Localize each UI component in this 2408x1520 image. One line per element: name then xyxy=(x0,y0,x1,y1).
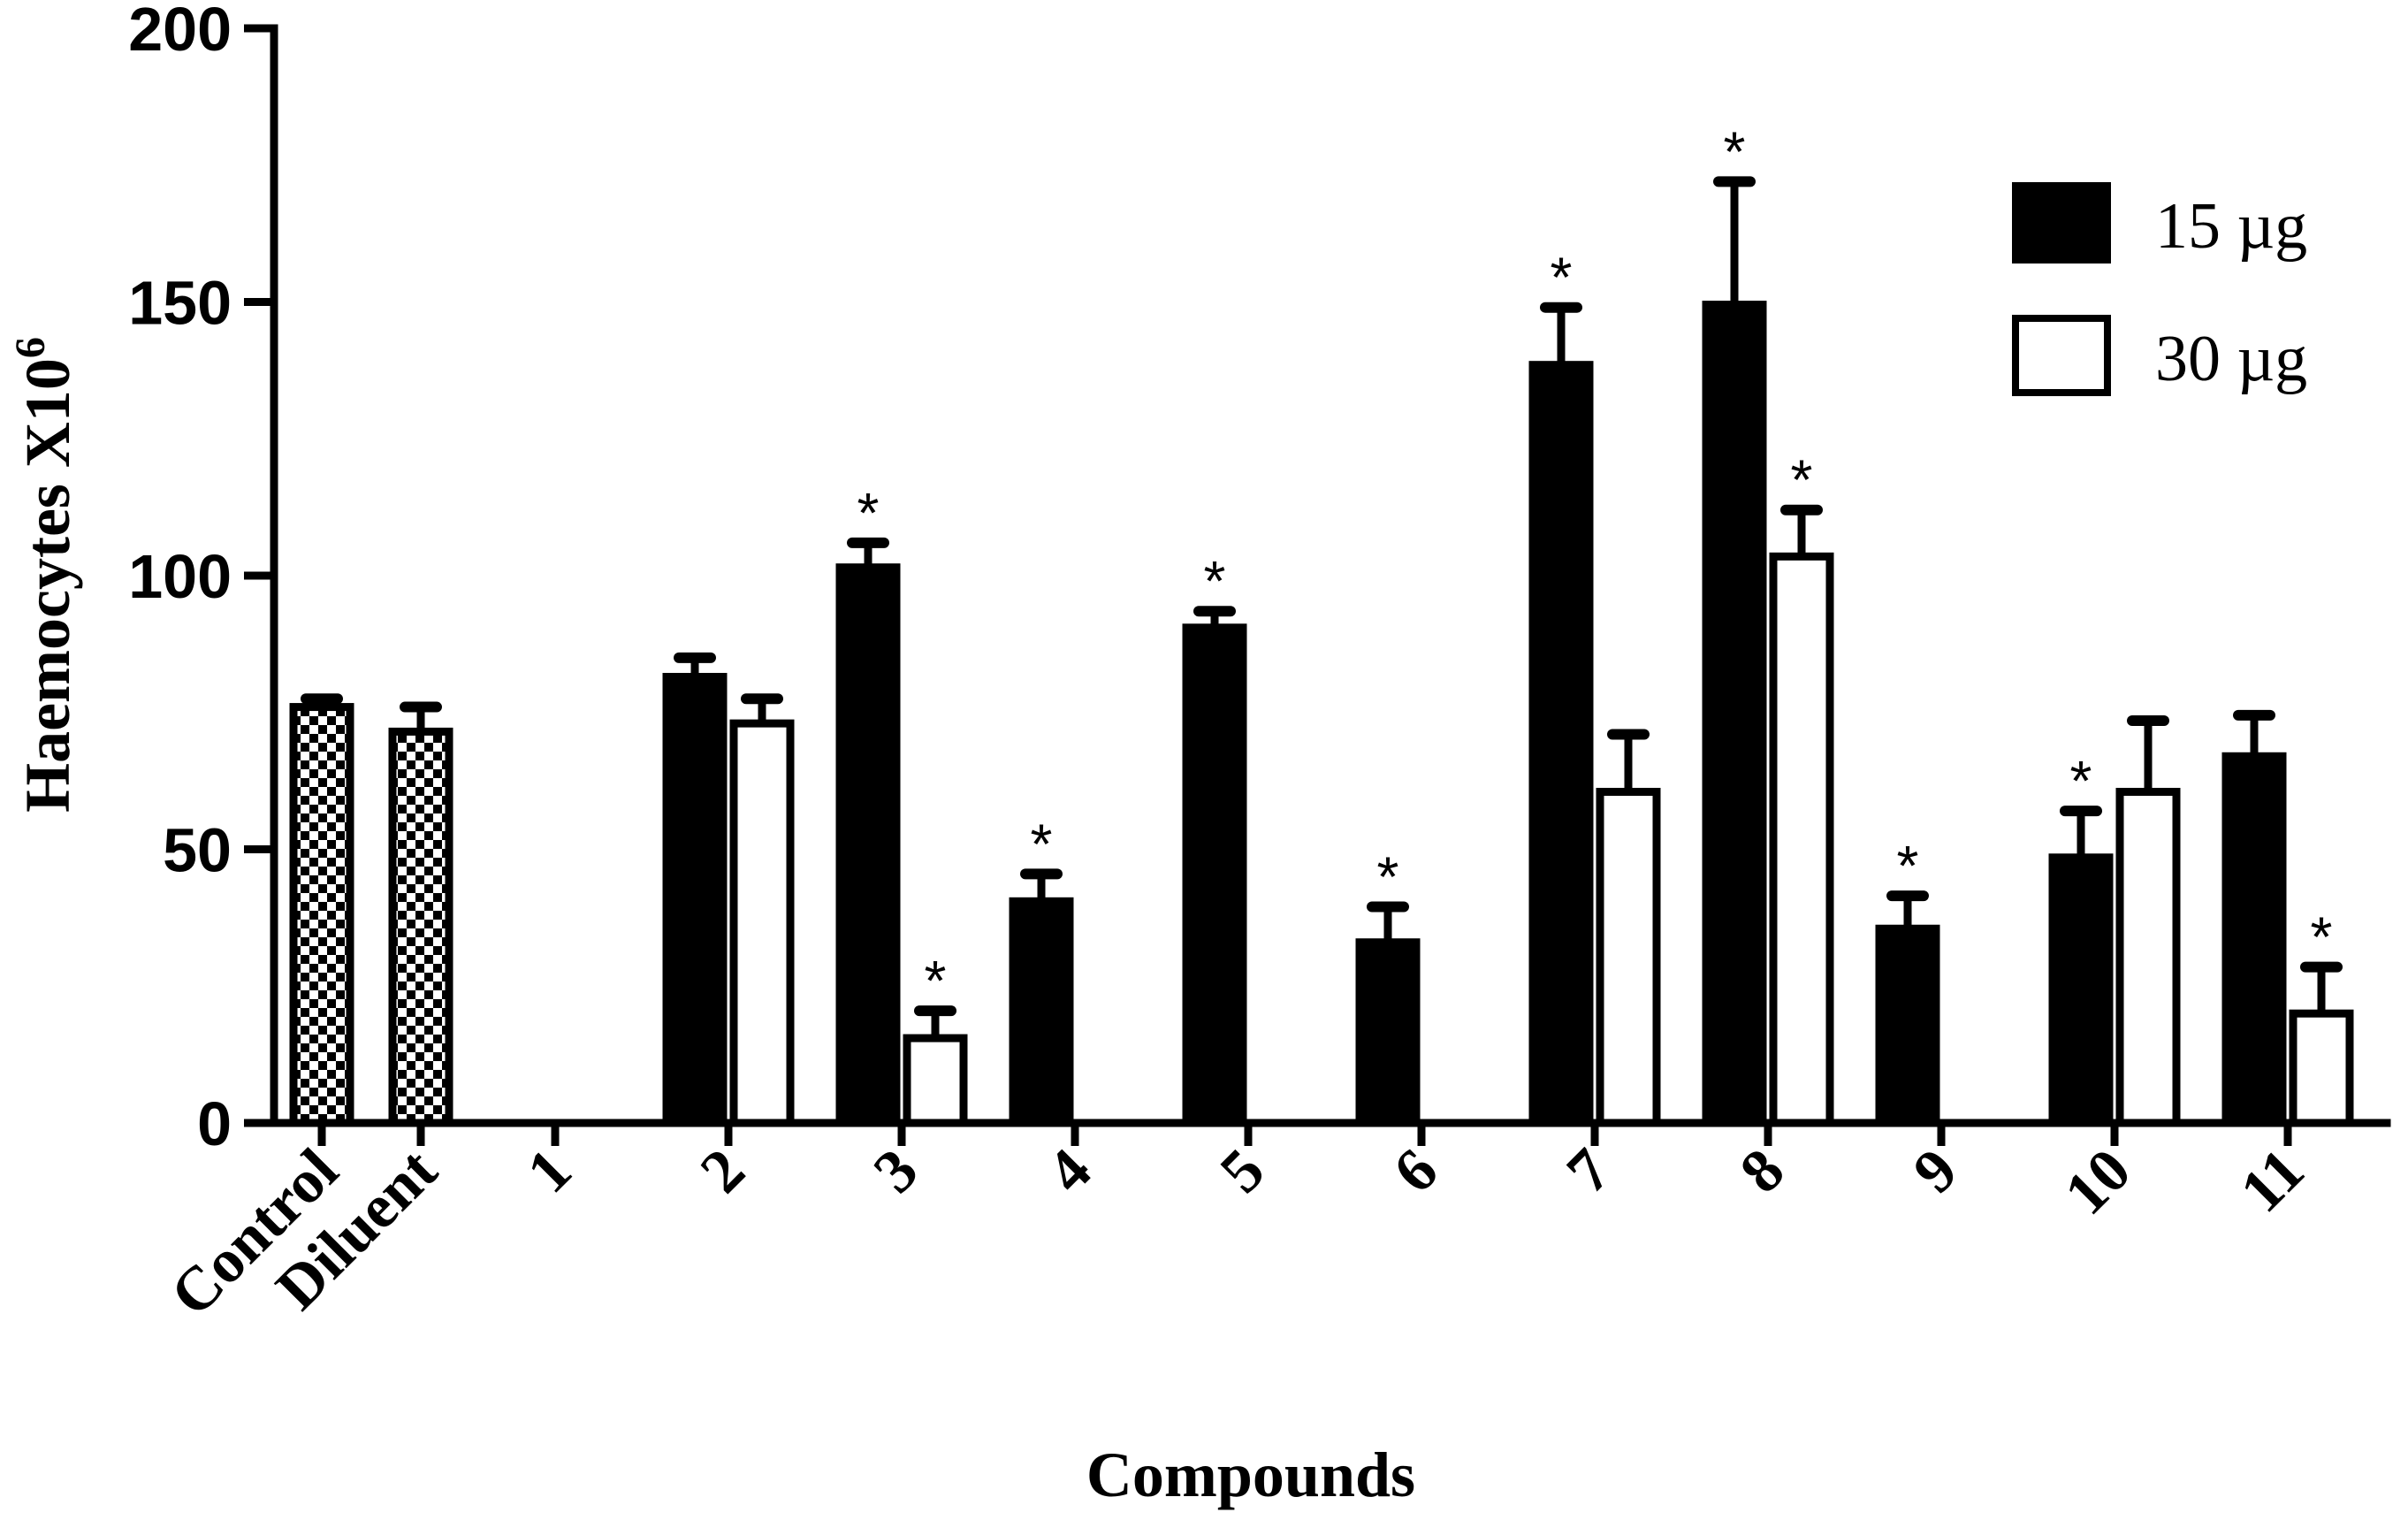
bar-diluent xyxy=(388,727,453,1127)
y-axis-title: Haemocytes X106 xyxy=(7,337,83,813)
y-tick-label: 0 xyxy=(197,1089,232,1158)
legend-label-15ug: 15 µg xyxy=(2155,190,2307,263)
bar-compound-11-30ug-significance-star: * xyxy=(2311,905,2333,969)
y-axis-title-superscript: 6 xyxy=(7,337,54,358)
bar-compound-6-15ug xyxy=(1355,938,1421,1127)
x-tick-label: 8 xyxy=(1727,1136,1797,1206)
bar-compound-8-30ug xyxy=(1769,552,1834,1127)
y-tick-label: 100 xyxy=(128,542,232,611)
bar-compound-11-15ug xyxy=(2221,752,2287,1127)
legend-swatch-30ug xyxy=(2012,315,2111,396)
bar-compound-10-15ug-significance-star: * xyxy=(2070,749,2092,813)
plot-area: * * * * * * * * * * * xyxy=(289,119,2354,1127)
x-tick-label: 10 xyxy=(2052,1136,2144,1228)
x-tick-label: 6 xyxy=(1381,1136,1451,1206)
bar-compound-11-30ug xyxy=(2289,1009,2354,1127)
bar-compound-7-30ug xyxy=(1596,788,1661,1127)
x-tick-label: 7 xyxy=(1554,1136,1624,1206)
bar-compound-9-15ug xyxy=(1875,924,1940,1127)
x-tick-label: 11 xyxy=(2228,1136,2317,1226)
bar-compound-7-15ug xyxy=(1528,361,1594,1127)
y-tick-label: 150 xyxy=(128,269,232,338)
bar-compound-9-15ug-significance-star: * xyxy=(1897,834,1919,897)
bar-compound-6-15ug-significance-star: * xyxy=(1377,844,1399,908)
bar-compound-4-15ug xyxy=(1009,897,1074,1127)
bar-control xyxy=(289,703,354,1127)
y-ticks: 0 50 100 150 200 xyxy=(128,0,274,1158)
bar-compound-10-15ug xyxy=(2048,853,2114,1127)
bar-compound-3-30ug xyxy=(903,1034,968,1127)
y-tick-label: 200 xyxy=(128,0,232,64)
legend: 15 µg 30 µg xyxy=(2012,182,2307,396)
legend-label-30ug: 30 µg xyxy=(2155,323,2307,395)
x-tick-label: 4 xyxy=(1034,1136,1104,1206)
x-tick-label: 1 xyxy=(514,1136,584,1206)
bar-compound-3-15ug-significance-star: * xyxy=(857,481,880,545)
y-tick-label: 50 xyxy=(163,816,232,885)
x-tick-label: 5 xyxy=(1208,1136,1277,1206)
x-tick-label: 3 xyxy=(861,1136,931,1206)
bar-compound-8-30ug-significance-star: * xyxy=(1791,448,1813,512)
bar-compound-8-15ug-significance-star: * xyxy=(1724,119,1746,183)
bar-compound-3-30ug-significance-star: * xyxy=(925,949,947,1012)
x-tick-label: 9 xyxy=(1901,1136,1970,1206)
bar-compound-5-15ug-significance-star: * xyxy=(1204,549,1226,613)
bar-compound-4-15ug-significance-star: * xyxy=(1031,812,1053,875)
bar-compound-10-30ug xyxy=(2115,788,2181,1127)
bar-compound-3-15ug xyxy=(835,563,901,1127)
y-axis-title-main: Haemocytes X10 xyxy=(12,358,83,813)
bar-compound-8-15ug xyxy=(1702,301,1767,1127)
bar-compound-7-15ug-significance-star: * xyxy=(1551,246,1573,309)
bar-compound-5-15ug xyxy=(1182,623,1247,1127)
x-tick-label: 2 xyxy=(688,1136,758,1206)
bar-compound-2-15ug xyxy=(662,673,728,1127)
bar-compound-2-30ug xyxy=(729,719,795,1127)
x-axis-title: Compounds xyxy=(1086,1440,1415,1510)
legend-swatch-15ug xyxy=(2012,182,2111,264)
